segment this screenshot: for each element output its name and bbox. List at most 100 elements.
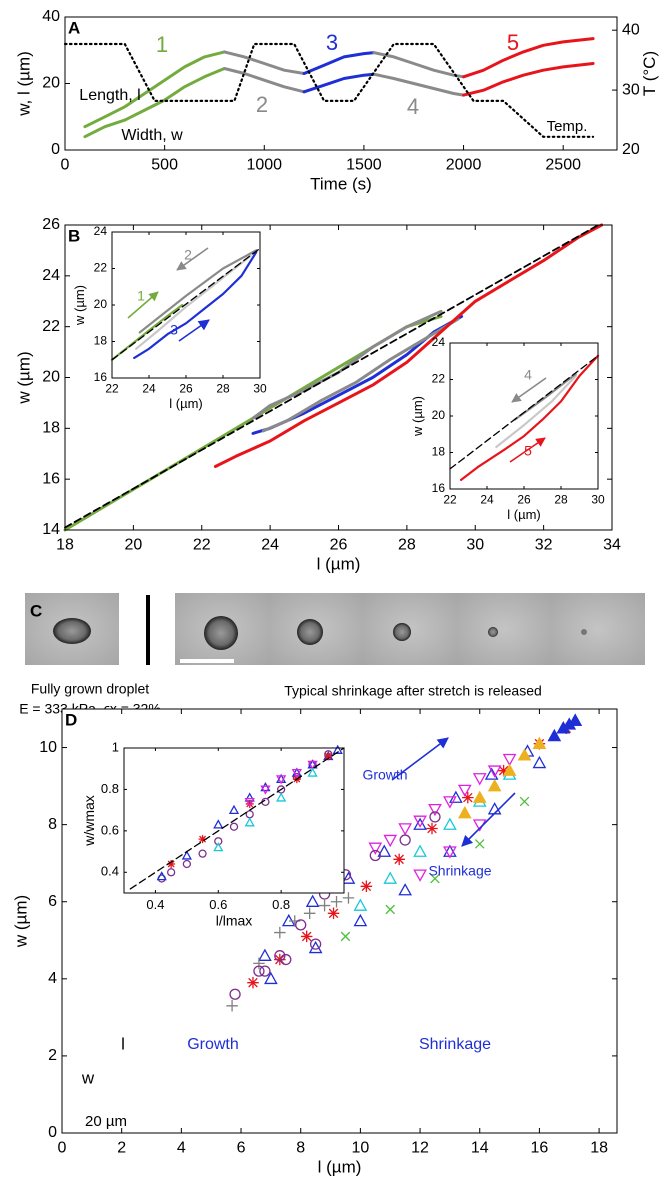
marker <box>497 764 510 777</box>
y-tick-label: 22 <box>42 318 60 335</box>
annotation: w <box>81 1068 95 1087</box>
marker <box>295 919 307 931</box>
annotation: Length, l <box>79 87 140 104</box>
x-tick-label: 2000 <box>446 156 482 173</box>
marker <box>383 871 398 884</box>
x-tick-label: 28 <box>398 536 416 553</box>
marker <box>307 760 318 770</box>
x-tick-label: 16 <box>531 1139 549 1156</box>
data-line <box>462 62 595 97</box>
marker <box>341 871 356 884</box>
fit-line <box>449 355 599 470</box>
x-tick-label: 26 <box>330 536 348 553</box>
data-line <box>213 223 604 468</box>
marker <box>472 773 487 786</box>
y-axis-label: w (µm) <box>14 351 33 404</box>
series-label: 4 <box>407 94 419 119</box>
axes-frame <box>111 231 261 379</box>
panel-letter: A <box>68 18 80 37</box>
data-line <box>222 67 306 94</box>
marker <box>213 842 224 852</box>
y-tick-label: 22 <box>432 372 446 386</box>
fit-line <box>64 224 600 529</box>
marker <box>182 859 192 869</box>
marker <box>300 930 313 943</box>
y-tick-label: 16 <box>94 370 108 384</box>
marker <box>484 767 499 780</box>
x-tick-label: 0.8 <box>272 897 290 912</box>
marker <box>340 931 351 942</box>
marker <box>342 892 355 904</box>
y-tick-label: 2 <box>48 1047 57 1064</box>
marker <box>413 869 427 882</box>
y-tick-label: 40 <box>42 8 60 25</box>
marker <box>228 804 240 815</box>
marker <box>264 971 278 985</box>
marker <box>474 839 485 849</box>
marker <box>413 817 427 830</box>
marker <box>229 822 239 831</box>
marker <box>547 728 562 742</box>
axes-frame <box>64 224 613 531</box>
caption: Typical shrinkage after stretch is relea… <box>284 683 542 699</box>
marker <box>198 849 207 858</box>
y-tick-label: 16 <box>432 481 446 495</box>
x-tick-label: 0 <box>58 1139 67 1156</box>
panel-letter: D <box>65 710 77 729</box>
x-axis-label: l (µm) <box>317 555 361 574</box>
marker <box>213 819 224 829</box>
marker <box>369 849 381 862</box>
arrow <box>176 247 209 271</box>
series-label: 3 <box>170 322 178 338</box>
annotation: l <box>121 1034 125 1053</box>
marker <box>274 926 286 939</box>
y-tick-label: 1 <box>112 739 119 754</box>
y-tick-label: 18 <box>94 334 108 348</box>
marker <box>429 811 441 823</box>
marker <box>353 913 368 927</box>
axes-frame <box>64 16 618 151</box>
y2-tick-label: 40 <box>622 21 640 38</box>
data-line <box>222 50 306 75</box>
marker <box>276 775 287 785</box>
marker <box>318 899 331 912</box>
marker <box>430 873 440 884</box>
marker <box>181 850 192 860</box>
data-line <box>372 72 466 97</box>
y-tick-label: 6 <box>48 893 57 910</box>
marker <box>327 907 340 920</box>
marker <box>487 779 502 792</box>
x-tick-label: 24 <box>261 536 279 553</box>
marker <box>426 822 438 835</box>
data-line <box>133 251 258 359</box>
marker <box>532 755 547 769</box>
marker <box>167 859 176 869</box>
marker <box>280 953 292 966</box>
data-line <box>302 72 376 94</box>
marker <box>332 744 343 754</box>
x-tick-label: 1000 <box>246 156 282 173</box>
annotation: Shrinkage <box>419 1036 491 1053</box>
panel-letter: B <box>68 226 80 245</box>
marker <box>393 853 405 866</box>
x-tick-label: 0 <box>61 156 70 173</box>
marker <box>472 790 487 803</box>
x-tick-label: 500 <box>151 156 178 173</box>
marker <box>413 815 427 828</box>
marker <box>519 796 530 807</box>
fit-line <box>111 247 261 361</box>
data-line <box>495 374 577 449</box>
x-tick-label: 32 <box>535 536 553 553</box>
marker <box>457 805 472 819</box>
series-label: 4 <box>524 367 532 383</box>
annotation: Width, w <box>121 127 183 144</box>
x-tick-label: 2500 <box>545 156 581 173</box>
x-tick-label: 0.6 <box>209 897 227 912</box>
marker <box>368 842 383 855</box>
axes-frame <box>61 708 618 1134</box>
marker <box>568 713 583 726</box>
x-tick-label: 18 <box>590 1139 608 1156</box>
marker <box>353 898 368 911</box>
